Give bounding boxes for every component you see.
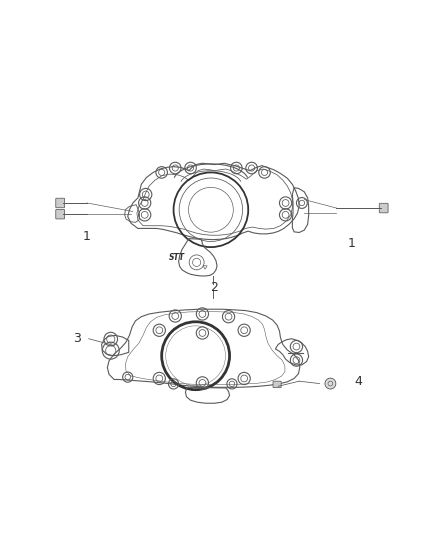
FancyBboxPatch shape (56, 209, 64, 219)
FancyBboxPatch shape (56, 198, 64, 208)
Text: 2: 2 (210, 281, 218, 294)
Text: STT: STT (169, 253, 185, 262)
Text: 1: 1 (83, 230, 91, 244)
Text: 3: 3 (73, 332, 81, 345)
Text: 1: 1 (348, 237, 356, 250)
Text: 4: 4 (355, 375, 363, 387)
FancyBboxPatch shape (379, 203, 388, 213)
Circle shape (325, 378, 336, 389)
FancyBboxPatch shape (273, 381, 281, 387)
